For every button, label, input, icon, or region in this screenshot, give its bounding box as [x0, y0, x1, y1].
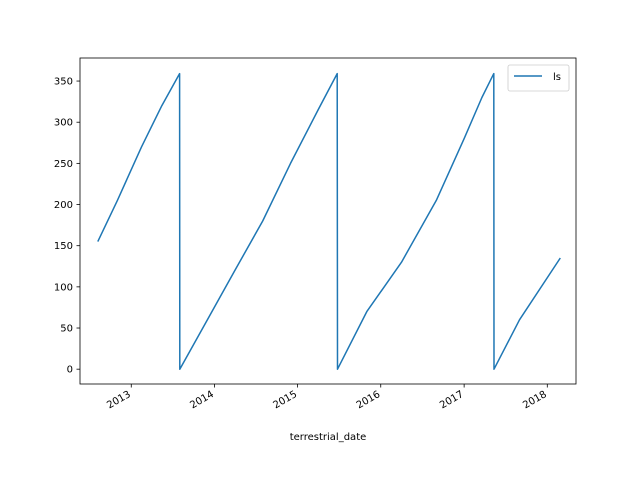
x-tick-label: 2016 — [355, 389, 383, 411]
y-tick-label: 200 — [54, 200, 73, 211]
legend-entry: ls — [553, 72, 561, 83]
x-tick-label: 2015 — [272, 389, 300, 411]
x-tick-label: 2017 — [438, 389, 466, 411]
y-tick-label: 100 — [54, 282, 73, 293]
x-tick-label: 2018 — [521, 389, 549, 411]
x-tick-label: 2014 — [188, 389, 216, 411]
legend-box — [507, 64, 570, 92]
y-tick-label: 350 — [54, 77, 73, 88]
series-line-ls — [97, 72, 561, 370]
y-tick-label: 50 — [60, 324, 73, 335]
y-tick-label: 300 — [54, 118, 73, 129]
legend: ls — [507, 64, 570, 92]
x-tick-label: 2013 — [105, 389, 133, 411]
plot-frame — [79, 57, 577, 385]
y-tick-label: 0 — [67, 365, 73, 376]
y-tick-label: 250 — [54, 159, 73, 170]
x-axis: 2013 2014 2015 2016 2017 2018 — [105, 384, 549, 411]
x-axis-label: terrestrial_date — [290, 432, 367, 443]
y-tick-label: 150 — [54, 241, 73, 252]
series-layer — [97, 72, 561, 370]
y-axis: 0 50 100 150 200 250 300 350 — [54, 77, 80, 376]
plot-background — [80, 58, 576, 384]
